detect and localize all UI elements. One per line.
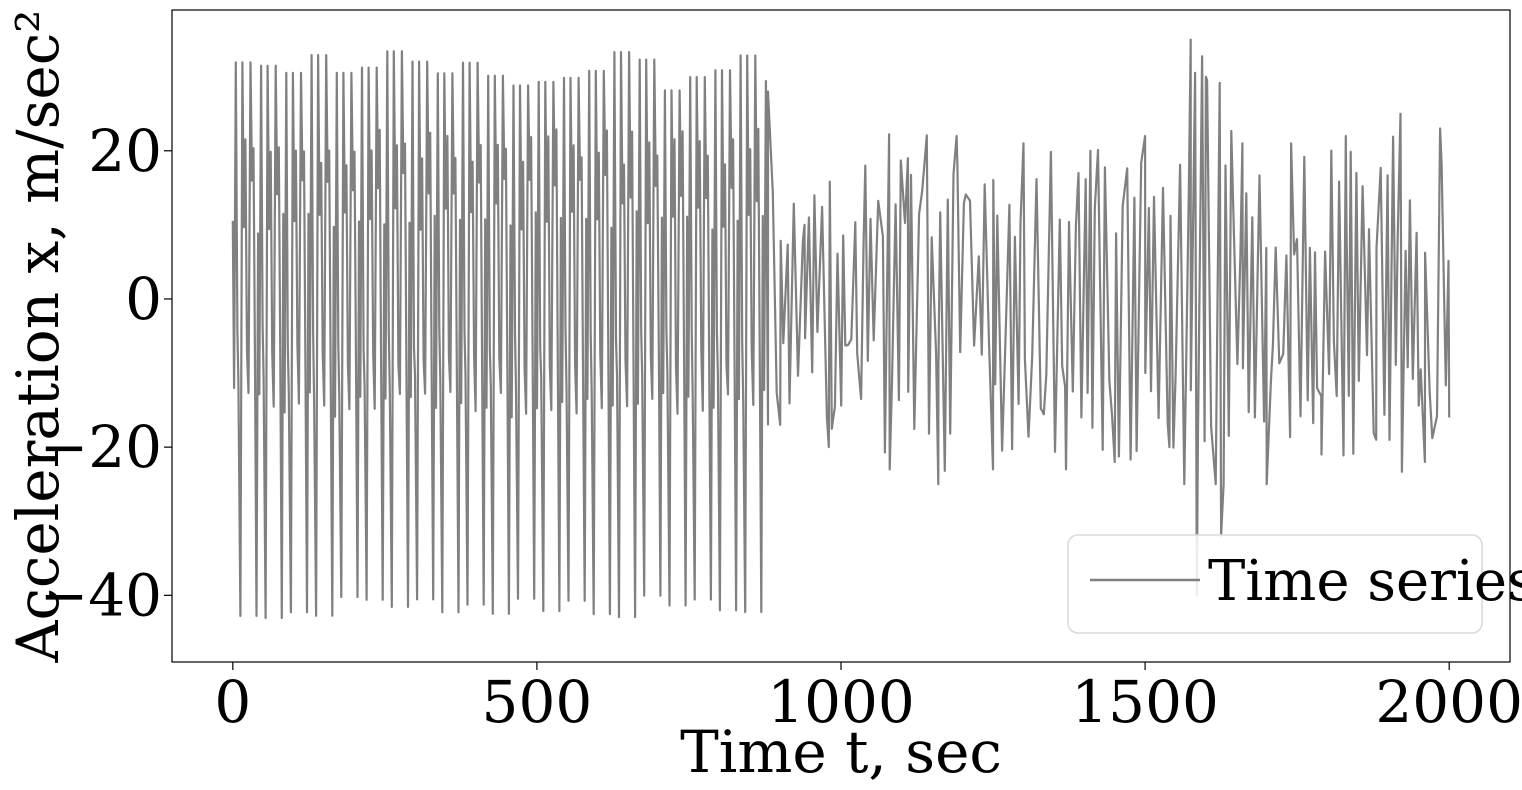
x-axis-label: Time t, sec (680, 718, 1002, 786)
legend: Time series (1067, 534, 1522, 634)
x-tick-label: 1500 (1071, 668, 1219, 736)
x-tick-label: 0 (214, 668, 251, 736)
legend-box (1067, 534, 1483, 634)
y-axis-label: Acceleration x, m/sec² (4, 10, 72, 664)
legend-label: Time series (1208, 549, 1522, 614)
x-ticks: 0 500 1000 1500 2000 (214, 662, 1522, 736)
x-tick-label: 2000 (1375, 668, 1522, 736)
y-tick-label: −40 (40, 561, 162, 629)
series-layer (231, 38, 1451, 620)
y-ticks: −40 −20 0 20 (40, 117, 172, 629)
y-tick-label: 0 (125, 265, 162, 333)
x-tick-label: 500 (482, 668, 593, 736)
x-tick-label: 1000 (767, 668, 915, 736)
series-line-time-series (231, 38, 1451, 620)
y-tick-label: −20 (40, 413, 162, 481)
y-tick-label: 20 (88, 117, 162, 185)
